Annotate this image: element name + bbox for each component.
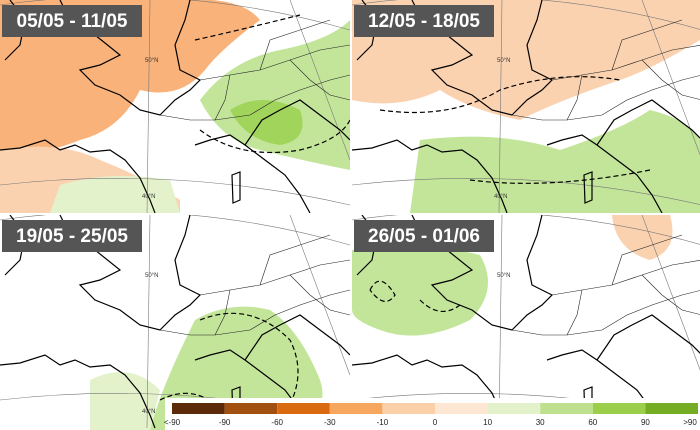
panel-title: 12/05 - 18/05 (368, 11, 480, 32)
legend-label: -30 (324, 418, 336, 427)
latitude-label: 50°N (497, 58, 510, 64)
legend-label: -60 (271, 418, 283, 427)
legend-swatch (382, 403, 435, 414)
legend-label: 30 (536, 418, 545, 427)
legend-swatch (645, 403, 698, 414)
legend-label: >90 (683, 418, 697, 427)
title-badge (2, 220, 142, 252)
panel-title: 26/05 - 01/06 (368, 226, 480, 247)
title-badge (354, 220, 494, 252)
latitude-label: 40°N (494, 194, 507, 200)
latitude-label: 50°N (145, 273, 158, 279)
legend-swatch (487, 403, 541, 414)
latitude-label: 40°N (142, 409, 155, 415)
latitude-label: 40°N (142, 194, 155, 200)
legend: <-90 -90 -60 -30 -10 0 10 30 60 90 >90 (164, 398, 700, 430)
title-badge (2, 5, 142, 37)
panel-title: 19/05 - 25/05 (16, 226, 128, 247)
latitude-label: 50°N (497, 273, 510, 279)
legend-swatch (592, 403, 646, 414)
legend-label: 60 (588, 418, 597, 427)
legend-label: -10 (377, 418, 389, 427)
panel-title: 05/05 - 11/05 (17, 11, 128, 32)
legend-label: -90 (219, 418, 231, 427)
latitude-label: 50°N (145, 58, 158, 64)
legend-label: <-90 (164, 418, 181, 427)
legend-swatch (329, 403, 383, 414)
legend-label: 90 (641, 418, 650, 427)
panel-titles: 05/05 - 11/05 50°N 40°N 12/05 - 18/05 50°N 40… (2, 5, 510, 415)
legend-label: 0 (433, 418, 438, 427)
legend-swatch (540, 403, 593, 414)
legend-swatch (224, 403, 278, 414)
legend-swatch (277, 403, 330, 414)
legend-label: 10 (483, 418, 492, 427)
legend-swatch (435, 403, 488, 414)
panel-1 (0, 0, 350, 213)
legend-swatch (172, 403, 225, 414)
title-badge (354, 5, 494, 37)
